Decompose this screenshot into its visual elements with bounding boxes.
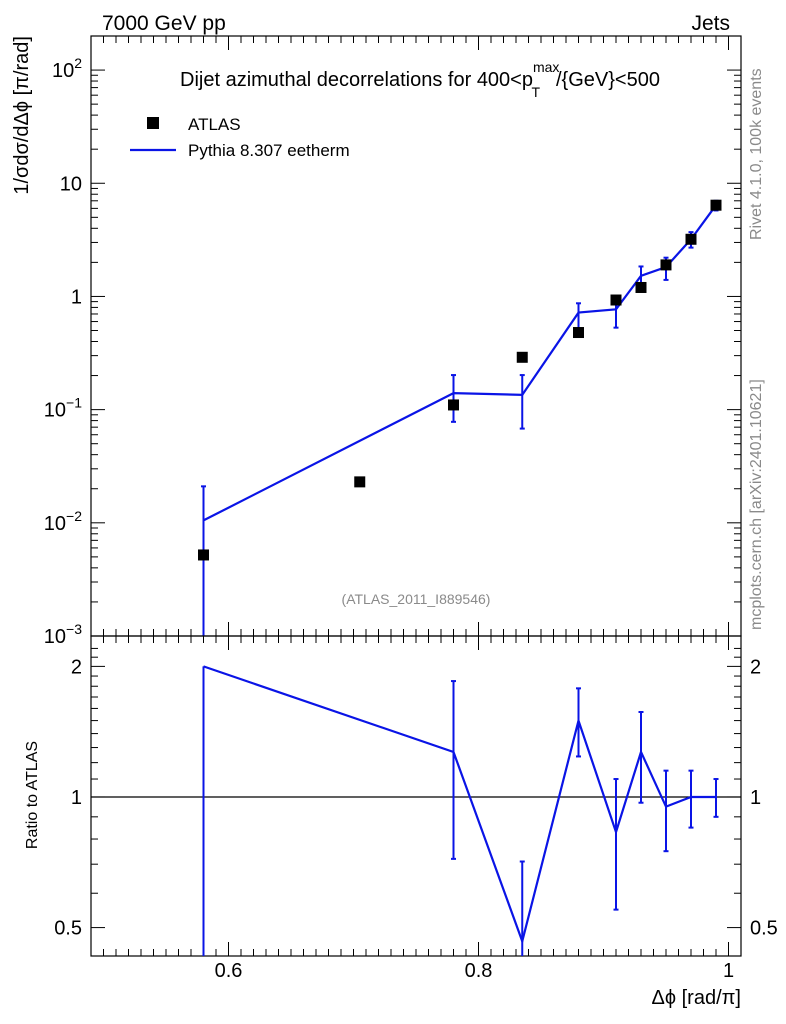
legend-atlas-marker: [147, 117, 159, 129]
main-x-ticks: [103, 36, 729, 636]
x-tick-label: 0.6: [215, 960, 243, 982]
x-axis-label: Δϕ [rad/π]: [652, 987, 742, 1009]
ratio-y-tick-label: 0.5: [54, 918, 82, 940]
main-y-tick-base: 10: [44, 400, 66, 422]
main-y-tick-label: 10−2: [44, 508, 82, 535]
main-y-tick-exponent: −2: [66, 508, 82, 524]
ratio-pythia-series: [202, 665, 719, 956]
main-y-tick-label: 10: [60, 173, 82, 195]
legend-atlas-label: ATLAS: [188, 115, 241, 134]
pythia-curve: [203, 204, 717, 522]
atlas-data-point: [573, 327, 584, 339]
ratio-y-tick-label-right: 2: [750, 656, 761, 678]
atlas-data-point: [685, 233, 697, 245]
title-subscript: T: [531, 84, 540, 100]
rivet-version-label: Rivet 4.1.0, 100k events: [748, 68, 765, 240]
category-label: Jets: [691, 12, 730, 35]
atlas-data-point: [198, 549, 209, 561]
ratio-y-tick-label: 2: [71, 656, 82, 678]
atlas-data-point: [516, 351, 528, 363]
x-tick-label: 1: [723, 960, 734, 982]
atlas-data-point: [610, 294, 622, 306]
title-main: Dijet azimuthal decorrelations for 400<p: [180, 69, 533, 91]
atlas-data-point: [354, 476, 366, 488]
atlas-data-point: [710, 199, 722, 211]
chart-title: Dijet azimuthal decorrelations for 400<p…: [180, 59, 660, 100]
ratio-y-tick-label-right: 0.5: [750, 918, 778, 940]
main-y-tick-label: 1: [71, 286, 82, 308]
atlas-data-point: [660, 259, 672, 271]
x-tick-label: 0.8: [465, 960, 493, 982]
title-superscript: max: [533, 59, 559, 75]
ratio-frame: [90, 635, 742, 957]
main-y-tick-exponent: 2: [74, 55, 82, 71]
ratio-panel: 2 2 1 1 0.5 0.5 0.6 0.8 1 Ratio to ATLAS Δϕ [ra…: [24, 635, 778, 1009]
main-y-tick-label: 10−3: [44, 621, 82, 648]
main-y-tick-label: 10−1: [44, 395, 82, 422]
main-y-tick-base: 10: [52, 60, 74, 82]
legend: ATLAS Pythia 8.307 eetherm: [130, 115, 350, 160]
ratio-y-axis-label: Ratio to ATLAS: [24, 741, 41, 849]
legend-pythia-label: Pythia 8.307 eetherm: [188, 141, 350, 160]
main-y-axis-label: 1/σdσ/dΔϕ [π/rad]: [11, 36, 33, 195]
ratio-y-ticks: 2 2 1 1 0.5 0.5: [54, 647, 778, 940]
atlas-data-point: [635, 281, 647, 293]
main-y-tick-base: 1: [71, 286, 82, 308]
ratio-x-ticks: 0.6 0.8 1: [103, 636, 734, 982]
main-y-tick-exponent: −3: [66, 621, 82, 637]
main-y-tick-base: 10: [44, 626, 66, 648]
analysis-watermark: (ATLAS_2011_I889546): [342, 591, 491, 607]
main-y-tick-label: 102: [52, 55, 82, 82]
ratio-y-tick-label: 1: [71, 787, 82, 809]
main-y-tick-base: 10: [44, 513, 66, 535]
main-pythia-series: [201, 199, 719, 636]
title-suffix: /{GeV}<500: [556, 69, 660, 91]
ratio-pythia-curve: [203, 665, 716, 945]
mcplots-label: mcplots.cern.ch [arXiv:2401.10621]: [748, 379, 765, 630]
atlas-data-point: [448, 399, 459, 411]
main-y-tick-base: 10: [60, 173, 82, 195]
main-y-tick-exponent: −1: [66, 395, 82, 411]
main-atlas-series: [198, 199, 722, 561]
ratio-y-tick-label-right: 1: [750, 787, 761, 809]
energy-label: 7000 GeV pp: [102, 12, 226, 35]
